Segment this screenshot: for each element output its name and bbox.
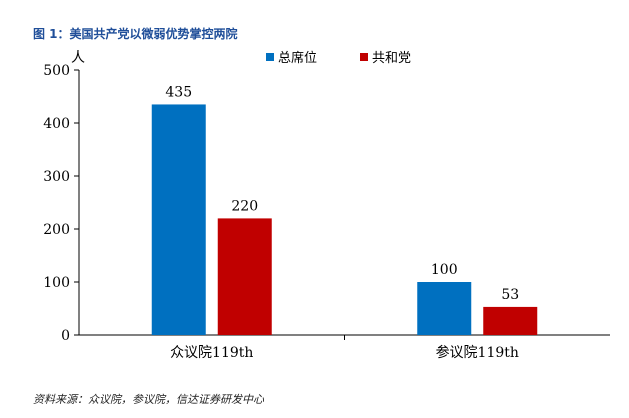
bar-value-label: 435 <box>165 84 192 100</box>
legend-label-gop: 共和党 <box>372 51 411 66</box>
source-note: 资料来源：众议院，参议院，信达证券研发中心 <box>33 393 264 406</box>
figure-title: 图 1：美国共产党以微弱优势掌控两院 <box>33 27 238 41</box>
bar <box>483 306 538 335</box>
x-ticks: 众议院119th 参议院119th <box>170 335 519 361</box>
legend-swatch-gop <box>360 53 368 61</box>
bar <box>151 104 206 335</box>
bar-value-label: 53 <box>501 287 519 303</box>
bar <box>217 218 272 335</box>
bar <box>417 282 472 335</box>
legend-label-total: 总席位 <box>278 50 317 66</box>
plot-area: 0 100 200 300 400 500 众议院119th 参议院119th 435 220… <box>43 63 610 361</box>
y-tick-label: 100 <box>43 275 70 291</box>
legend-swatch-total <box>266 53 274 61</box>
legend: 总席位 共和党 <box>266 50 411 66</box>
y-tick-label: 400 <box>43 116 70 132</box>
y-tick-label: 300 <box>43 169 70 185</box>
y-ticks: 0 100 200 300 400 500 <box>43 63 79 344</box>
x-tick-label: 众议院119th <box>170 345 253 361</box>
bar-value-label: 220 <box>231 198 258 214</box>
bars <box>151 104 538 335</box>
y-tick-label: 200 <box>43 222 70 238</box>
y-tick-label: 500 <box>43 63 70 79</box>
x-tick-label: 参议院119th <box>436 344 519 361</box>
bar-labels: 435 220 100 53 <box>165 84 519 302</box>
bar-value-label: 100 <box>431 262 458 278</box>
y-axis-unit: 人 <box>71 50 85 66</box>
y-tick-label: 0 <box>61 328 70 344</box>
